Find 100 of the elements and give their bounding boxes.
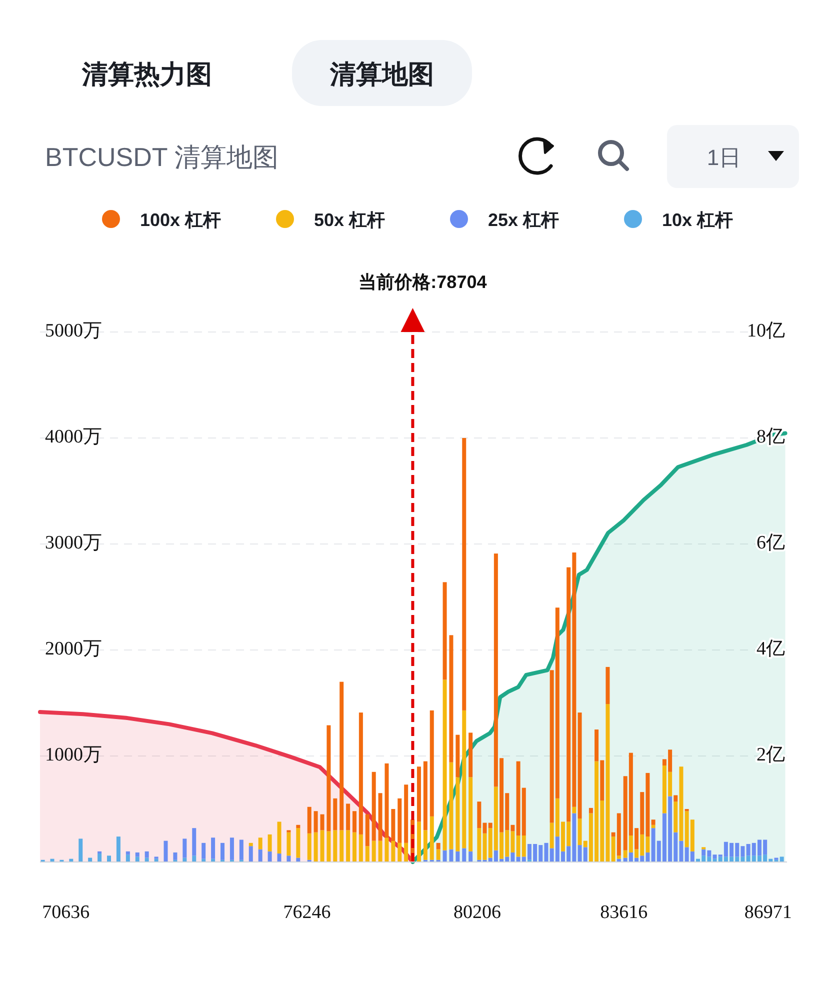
x-tick-label: 83616 [600, 902, 648, 923]
bar [423, 761, 428, 830]
bar [468, 777, 473, 852]
bar [192, 856, 196, 862]
bar [182, 838, 187, 858]
legend-label: 10x 杠杆 [662, 210, 734, 230]
bar [442, 582, 447, 680]
bar [248, 842, 253, 846]
bar [320, 830, 324, 862]
legend-label: 50x 杠杆 [314, 210, 386, 230]
bar [477, 802, 482, 828]
bar [352, 832, 356, 862]
y-tick-label: 3000万 [45, 532, 102, 554]
bar [365, 814, 370, 846]
bar [391, 840, 396, 862]
bar [333, 798, 338, 830]
y2-tick-label: 4亿 [756, 638, 785, 660]
bar [384, 763, 389, 838]
bar [477, 828, 482, 860]
bar [248, 846, 253, 862]
bar [307, 833, 312, 860]
text: 1日 [706, 145, 742, 170]
bar [320, 814, 324, 830]
y2-tick-label: 10亿 [747, 320, 785, 342]
bar [135, 856, 140, 862]
bar [220, 842, 225, 860]
bar [268, 834, 272, 852]
bar [307, 806, 312, 834]
bar [230, 838, 234, 860]
bar [286, 856, 291, 862]
bar [286, 832, 291, 856]
bar [384, 838, 389, 862]
chart-title: BTCUSDT 清算地图 [45, 142, 279, 172]
bar [277, 854, 282, 862]
bar [372, 840, 376, 862]
bar [202, 842, 206, 859]
bar [107, 856, 112, 862]
bar [211, 838, 216, 859]
bar [173, 852, 178, 860]
bar [404, 842, 408, 862]
bar [416, 822, 421, 862]
bar [164, 840, 168, 862]
bar [468, 851, 473, 862]
bar [352, 811, 356, 832]
bar [98, 851, 102, 854]
bar [430, 710, 434, 816]
bar [340, 830, 344, 862]
bar [449, 635, 454, 762]
bar [423, 830, 428, 860]
bar [378, 840, 382, 862]
bar [126, 851, 130, 855]
x-tick-label: 76246 [283, 902, 331, 923]
bar [442, 680, 447, 850]
bar [449, 849, 454, 862]
bar [258, 849, 262, 862]
bar [239, 840, 244, 860]
bar [326, 831, 331, 862]
bar [449, 762, 454, 850]
bar [277, 822, 282, 854]
bar [378, 793, 382, 841]
bar [116, 836, 120, 862]
bar [365, 846, 370, 862]
bar [456, 777, 460, 852]
y2-tick-label: 2亿 [756, 744, 785, 766]
bar [268, 851, 272, 862]
y2-tick-label: 6亿 [756, 532, 785, 554]
bar [78, 838, 83, 862]
bar [456, 734, 460, 778]
bar [333, 830, 338, 862]
bar [372, 772, 376, 841]
bar [192, 828, 196, 856]
bar [651, 824, 656, 828]
bar [314, 811, 318, 832]
bar [296, 824, 300, 828]
bar [436, 849, 440, 860]
x-tick-label: 80206 [454, 902, 502, 923]
ref-line-label: 当前价格:78704 [358, 272, 487, 292]
y-tick-label: 4000万 [45, 426, 102, 448]
bar [346, 830, 350, 862]
bar [126, 854, 130, 862]
bar [462, 438, 466, 710]
bar [606, 666, 610, 704]
bar [144, 851, 149, 858]
bar [326, 725, 331, 832]
bar [456, 851, 460, 862]
bar [468, 732, 473, 778]
bar [346, 804, 350, 830]
bar [398, 798, 402, 843]
bar [572, 806, 576, 814]
bar [436, 842, 440, 850]
bar [588, 808, 593, 814]
bar [98, 854, 102, 862]
bar [578, 712, 582, 819]
bar [404, 784, 408, 843]
bar [398, 842, 402, 862]
bar [314, 832, 318, 862]
bar [340, 682, 344, 830]
bar [651, 820, 656, 825]
legend-label: 100x 杠杆 [140, 210, 222, 230]
bar [430, 816, 434, 860]
